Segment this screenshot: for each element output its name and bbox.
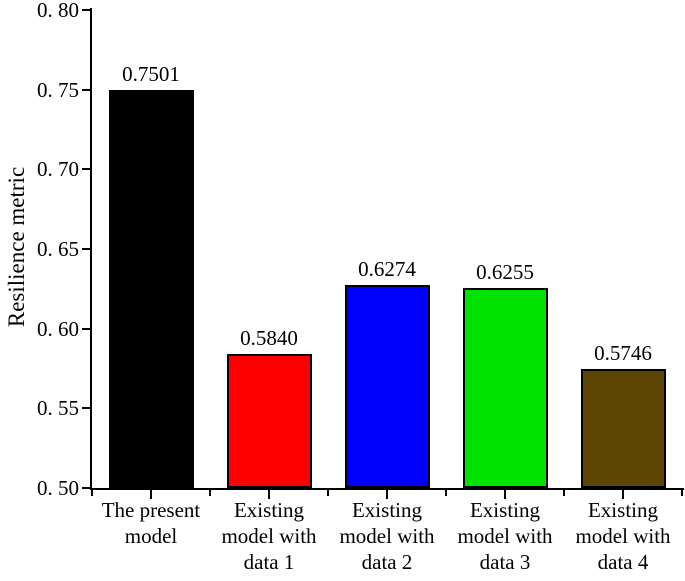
bar-value-label: 0.7501 [122,61,180,86]
y-tick [82,88,90,91]
bar [108,89,194,488]
y-tick-label: 0. 75 [37,77,79,102]
y-tick-label: 0. 70 [37,157,79,182]
x-category-label: The present model [101,498,201,548]
y-tick [82,168,90,171]
x-major-tick [504,490,506,499]
y-tick [82,327,90,330]
x-major-tick [150,490,152,499]
x-category-label: Existing model with data 3 [457,498,553,574]
y-tick-label: 0. 65 [37,237,79,261]
bar-value-label: 0.6255 [476,260,534,285]
x-major-tick [268,490,270,499]
x-minor-tick [563,490,565,496]
x-category-label: Existing model with data 1 [221,498,317,574]
y-tick [82,248,90,250]
bar-value-label: 0.5746 [594,341,652,366]
y-axis-line [90,8,92,490]
x-minor-tick [91,490,93,496]
bar [226,354,312,488]
y-tick-label: 0. 80 [37,0,79,22]
x-category-label: Existing model with data 2 [339,498,435,574]
x-category-label: Existing model with data 4 [575,498,671,574]
y-tick [82,407,90,410]
x-axis-line [90,488,684,490]
bar-value-label: 0.6274 [358,257,416,281]
x-minor-tick [445,490,447,496]
x-minor-tick [209,490,211,496]
x-minor-tick [681,490,683,496]
y-tick-label: 0. 60 [37,316,79,341]
bar [344,285,430,488]
bar [462,288,548,488]
x-major-tick [386,490,388,499]
y-tick-label: 0. 50 [37,476,79,500]
x-minor-tick [327,490,329,496]
bar [580,369,666,488]
bar-value-label: 0.5840 [240,326,298,351]
x-major-tick [622,490,624,499]
y-tick-label: 0. 55 [37,396,79,421]
y-tick [82,487,90,489]
y-tick [82,9,90,11]
